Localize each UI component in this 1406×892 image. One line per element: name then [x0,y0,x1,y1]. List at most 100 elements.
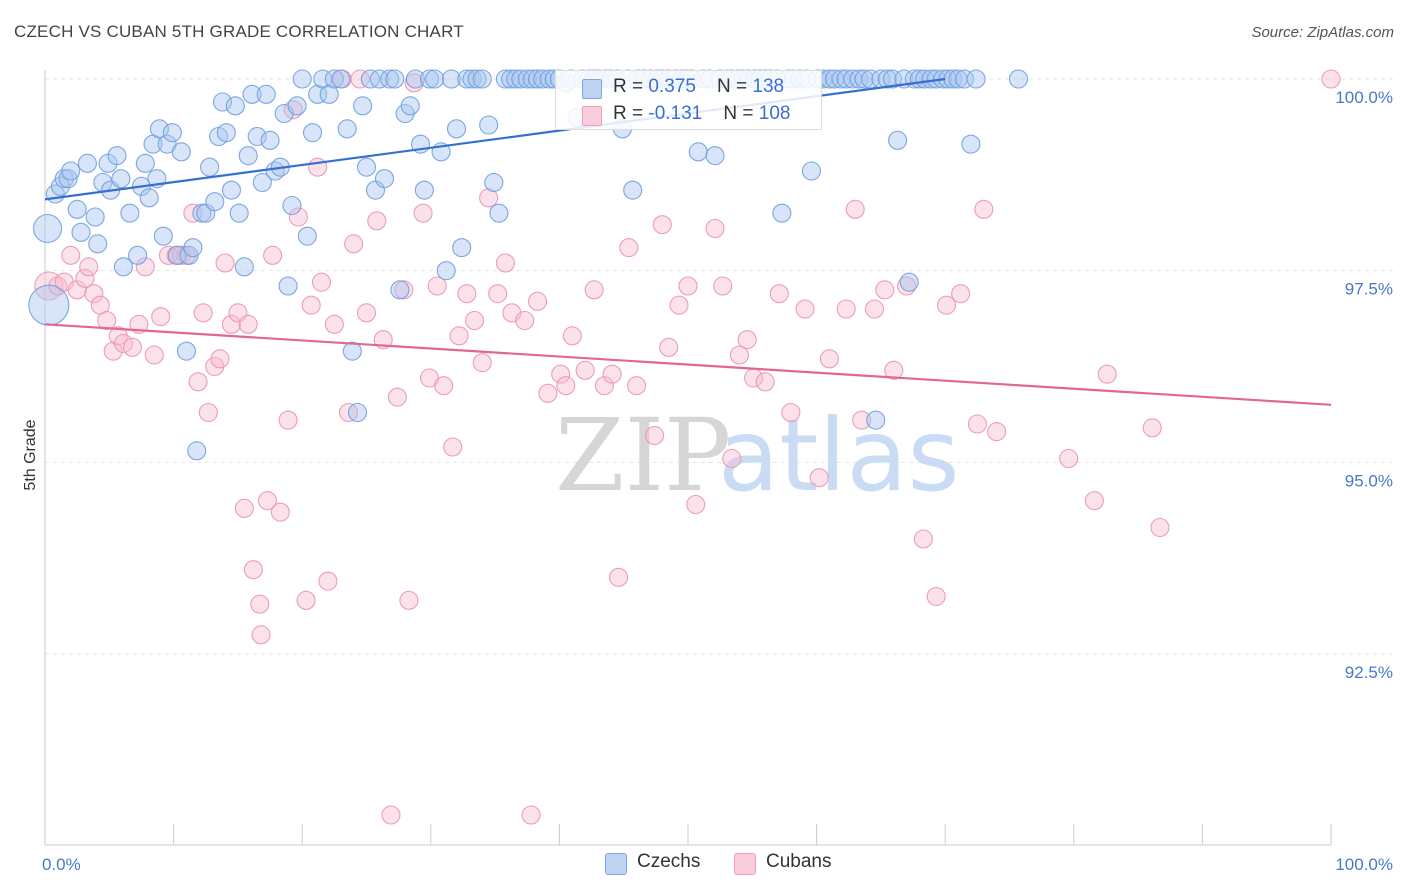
cuban-point [864,299,885,319]
czech-point [238,146,258,166]
czech-point [419,69,440,89]
czech-point [882,69,903,89]
cuban-point [75,268,95,288]
cuban-point [678,276,698,296]
czech-point [260,130,280,150]
cuban-point [521,805,541,825]
czech-point [120,203,140,223]
cuban-point [729,345,749,365]
r-label: R = [613,76,649,97]
czech-point [511,69,531,89]
czech-point [966,69,986,89]
cuban-point [215,253,235,273]
cuban-point [296,590,316,610]
cuban-point [556,376,576,396]
czech-point [229,203,249,223]
czech-point [688,142,708,162]
cuban-point [308,157,328,177]
cuban-point [381,805,401,825]
czech-point [472,69,492,89]
source-attribution: Source: ZipAtlas.com [1251,24,1394,41]
czech-point [462,69,482,89]
czech-point [153,226,173,246]
cuban-point [61,245,81,265]
czech-point [446,119,467,139]
cuban-point [594,376,614,396]
czech-swatch [582,79,602,99]
cuban-point [434,376,454,396]
cuban-point [551,364,571,384]
czech-point [67,199,87,219]
czech-point [506,69,526,89]
cuban-point [1142,418,1162,438]
x-ticks [44,824,1332,845]
czech-point [107,146,127,166]
y-tick-label: 92.5% [1345,663,1393,682]
x-tick-label-max: 100.0% [1335,855,1393,874]
cuban-point [713,276,733,296]
cuban-point [301,295,321,315]
cuban-point [562,326,582,346]
czech-point [337,119,357,139]
czech-point [347,402,368,423]
y-tick-label: 95.0% [1345,471,1393,490]
cuban-point [1084,491,1104,511]
cuban-point [367,211,387,231]
czech-point [212,92,233,112]
cuban-point [356,303,377,323]
czech-point [287,96,307,116]
czech-point [308,84,328,104]
watermark-zip: ZIP [555,397,731,514]
czech-point [369,69,389,89]
cuban-point [936,295,957,315]
czech-point [302,123,323,143]
czech-point [324,69,344,89]
cuban-point [913,529,933,549]
czech-point [441,69,461,89]
czech-point [517,69,537,89]
czech-point [380,69,400,89]
cuban-swatch [582,106,602,126]
cuban-legend-label: Cubans [766,851,832,872]
czech-point [319,84,339,104]
cuban-point [755,372,775,392]
cuban-point [669,295,689,315]
czech-point [88,234,108,254]
cuban-point [188,372,208,392]
cuban-point [1059,448,1079,469]
czech-point [242,84,262,104]
cuban-point [464,310,485,331]
cuban-point [951,284,971,304]
cuban-point [263,245,283,265]
czech-point [954,69,975,89]
cuban-point [926,586,946,607]
czech-point [216,123,236,143]
czech-point [265,161,285,181]
cuban-point [257,491,278,511]
cuban-point [527,291,548,311]
cuban-point [311,272,332,292]
czech-point [221,180,242,200]
czech-point [961,134,981,154]
cuban-point [84,284,104,304]
cuban-point [413,203,433,223]
n-label: N = [717,76,753,97]
czech-point [342,341,362,361]
cuban-point [781,402,801,423]
czech-point [385,69,405,89]
czech-point [162,123,182,143]
czech-point [467,69,487,89]
cuban-point [809,468,829,488]
czech-point [849,69,869,89]
cuban-point [538,383,558,403]
czech-point [61,161,81,181]
legend-czech-text: R = 0.375 N = 138 [613,76,784,98]
czech-point [888,130,908,150]
cuban-point [250,594,270,614]
czech-n-value: 138 [752,76,785,97]
czech-point [282,195,302,216]
czech-point [200,157,220,177]
cuban-point [238,314,258,334]
czech-point [176,341,197,361]
